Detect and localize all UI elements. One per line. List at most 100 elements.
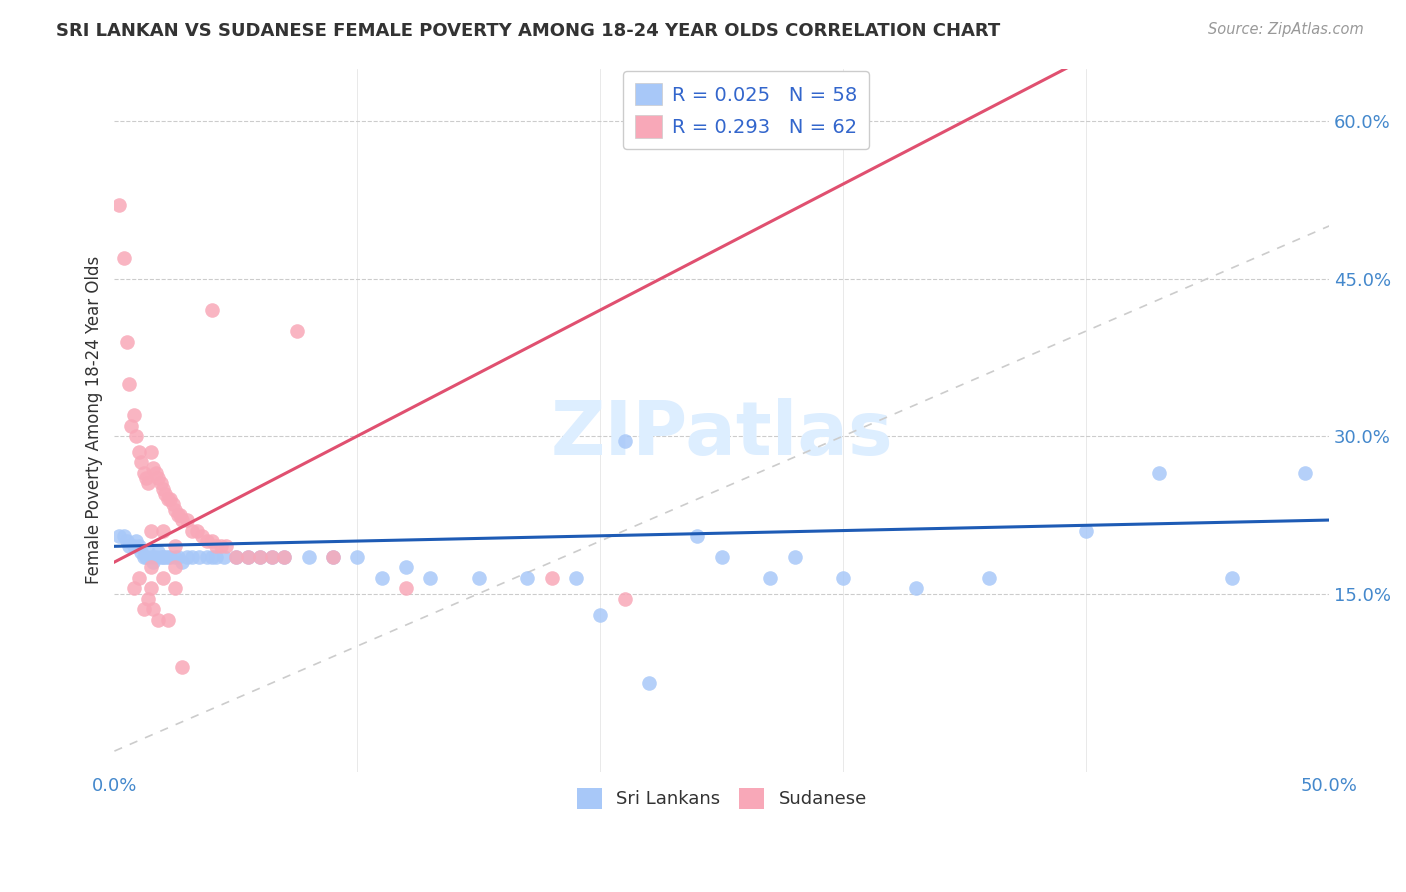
Point [1147,466,1170,480]
Point [146,613,169,627]
Point [138,544,160,558]
Point [686,529,709,543]
Point [115,334,138,349]
Point [132,549,155,564]
Point [155,549,177,564]
Point [166,549,188,564]
Point [186,524,208,538]
Point [166,508,188,522]
Point [322,549,344,564]
Point [273,549,295,564]
Point [138,476,160,491]
Point [135,471,157,485]
Point [200,549,222,564]
Point [195,549,218,564]
Point [118,376,141,391]
Point [540,571,562,585]
Point [159,491,181,506]
Point [637,675,659,690]
Point [125,534,148,549]
Point [262,549,284,564]
Point [181,549,204,564]
Point [613,591,636,606]
Point [122,408,145,422]
Point [209,539,232,553]
Point [145,466,167,480]
Point [139,549,162,564]
Point [142,602,165,616]
Point [149,476,172,491]
Point [112,251,135,265]
Point [122,539,145,553]
Point [145,549,167,564]
Point [236,549,259,564]
Point [149,549,172,564]
Point [188,549,211,564]
Point [112,529,135,543]
Point [155,487,177,501]
Point [146,544,169,558]
Point [142,555,165,569]
Point [165,582,187,596]
Point [172,555,194,569]
Point [205,549,228,564]
Point [468,571,491,585]
Point [152,571,174,585]
Point [176,549,198,564]
Point [783,549,806,564]
Point [169,508,191,522]
Point [156,613,179,627]
Point [152,482,174,496]
Point [108,529,131,543]
Point [977,571,1000,585]
Point [165,549,187,564]
Point [1074,524,1097,538]
Point [152,549,174,564]
Point [195,534,218,549]
Point [139,582,162,596]
Point [108,198,131,212]
Point [273,549,295,564]
Point [181,524,204,538]
Point [128,445,150,459]
Point [215,539,238,553]
Point [156,549,179,564]
Point [419,571,441,585]
Point [118,539,141,553]
Point [129,455,152,469]
Point [395,582,418,596]
Point [346,549,368,564]
Point [370,571,392,585]
Point [236,549,259,564]
Point [128,571,150,585]
Point [162,497,184,511]
Text: ZIPatlas: ZIPatlas [550,398,893,471]
Point [132,602,155,616]
Text: SRI LANKAN VS SUDANESE FEMALE POVERTY AMONG 18-24 YEAR OLDS CORRELATION CHART: SRI LANKAN VS SUDANESE FEMALE POVERTY AM… [56,22,1001,40]
Point [139,445,162,459]
Point [172,660,194,674]
Point [146,471,169,485]
Point [172,513,194,527]
Point [191,529,214,543]
Point [139,524,162,538]
Point [249,549,271,564]
Point [165,560,187,574]
Point [200,303,222,318]
Point [176,513,198,527]
Point [122,582,145,596]
Point [322,549,344,564]
Point [298,549,321,564]
Point [710,549,733,564]
Point [1294,466,1316,480]
Point [832,571,855,585]
Point [205,539,228,553]
Point [129,544,152,558]
Point [613,434,636,449]
Legend: Sri Lankans, Sudanese: Sri Lankans, Sudanese [569,780,875,816]
Point [1220,571,1243,585]
Point [165,502,187,516]
Text: Source: ZipAtlas.com: Source: ZipAtlas.com [1208,22,1364,37]
Point [565,571,588,585]
Point [200,534,222,549]
